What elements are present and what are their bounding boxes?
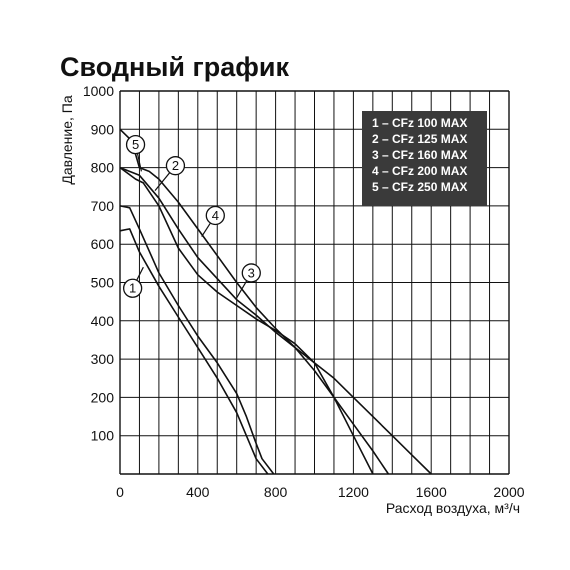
curve-label-circle-5 bbox=[125, 134, 146, 155]
y-tick-label: 500 bbox=[91, 275, 115, 291]
y-tick-label: 600 bbox=[91, 236, 115, 252]
x-axis-label: Расход воздуха, м³/ч bbox=[386, 500, 520, 516]
y-tick-label: 900 bbox=[91, 121, 115, 137]
curve-labels: 1 2 3 4 5 bbox=[122, 134, 261, 299]
curve-label-circle-3 bbox=[241, 263, 261, 283]
y-tick-label: 300 bbox=[91, 351, 115, 367]
series-line-4 bbox=[119, 166, 390, 475]
curve-label-3: 3 bbox=[248, 265, 255, 280]
y-tick-label: 200 bbox=[91, 389, 115, 405]
legend-entry-2: 2 – CFz 125 MAX bbox=[372, 132, 467, 146]
series-line-2 bbox=[119, 205, 275, 475]
y-tick-label: 800 bbox=[91, 160, 115, 176]
legend-entry-5: 5 – CFz 250 MAX bbox=[372, 180, 467, 194]
curve-label-1: 1 bbox=[129, 281, 136, 296]
x-tick-label: 1200 bbox=[338, 484, 369, 500]
chart-title: Сводный график bbox=[60, 52, 289, 82]
legend-entry-4: 4 – CFz 200 MAX bbox=[372, 164, 467, 178]
y-tick-label: 700 bbox=[91, 198, 115, 214]
y-tick-label: 400 bbox=[91, 313, 115, 329]
x-tick-label: 1600 bbox=[416, 484, 447, 500]
legend-box bbox=[362, 111, 487, 206]
y-tick-label: 100 bbox=[91, 428, 115, 444]
chart-curves bbox=[119, 128, 432, 475]
curve-label-2: 2 bbox=[172, 158, 179, 173]
curve-label-4: 4 bbox=[212, 208, 219, 223]
x-tick-label: 400 bbox=[186, 484, 210, 500]
series-line-1 bbox=[119, 228, 269, 475]
series-line-3 bbox=[119, 166, 374, 475]
legend-entry-3: 3 – CFz 160 MAX bbox=[372, 148, 467, 162]
series-line-5 bbox=[119, 128, 432, 475]
axis-ticks: 0 400 800 1200 1600 2000 100 200 300 400 500 600 700… bbox=[83, 83, 525, 500]
legend-entry-1: 1 – CFz 100 MAX bbox=[372, 116, 467, 130]
x-tick-label: 2000 bbox=[493, 484, 524, 500]
x-tick-label: 800 bbox=[264, 484, 288, 500]
y-tick-label: 1000 bbox=[83, 83, 114, 99]
chart-legend: 1 – CFz 100 MAX 2 – CFz 125 MAX 3 – CFz … bbox=[362, 111, 487, 206]
x-tick-label: 0 bbox=[116, 484, 124, 500]
y-axis-label: Давление, Па bbox=[59, 95, 75, 185]
curve-label-5: 5 bbox=[132, 137, 139, 152]
curve-label-circle-4 bbox=[205, 205, 225, 226]
chart-grid bbox=[119, 90, 510, 475]
curve-label-circle-1 bbox=[122, 278, 143, 298]
curve-label-circle-2 bbox=[165, 156, 186, 176]
